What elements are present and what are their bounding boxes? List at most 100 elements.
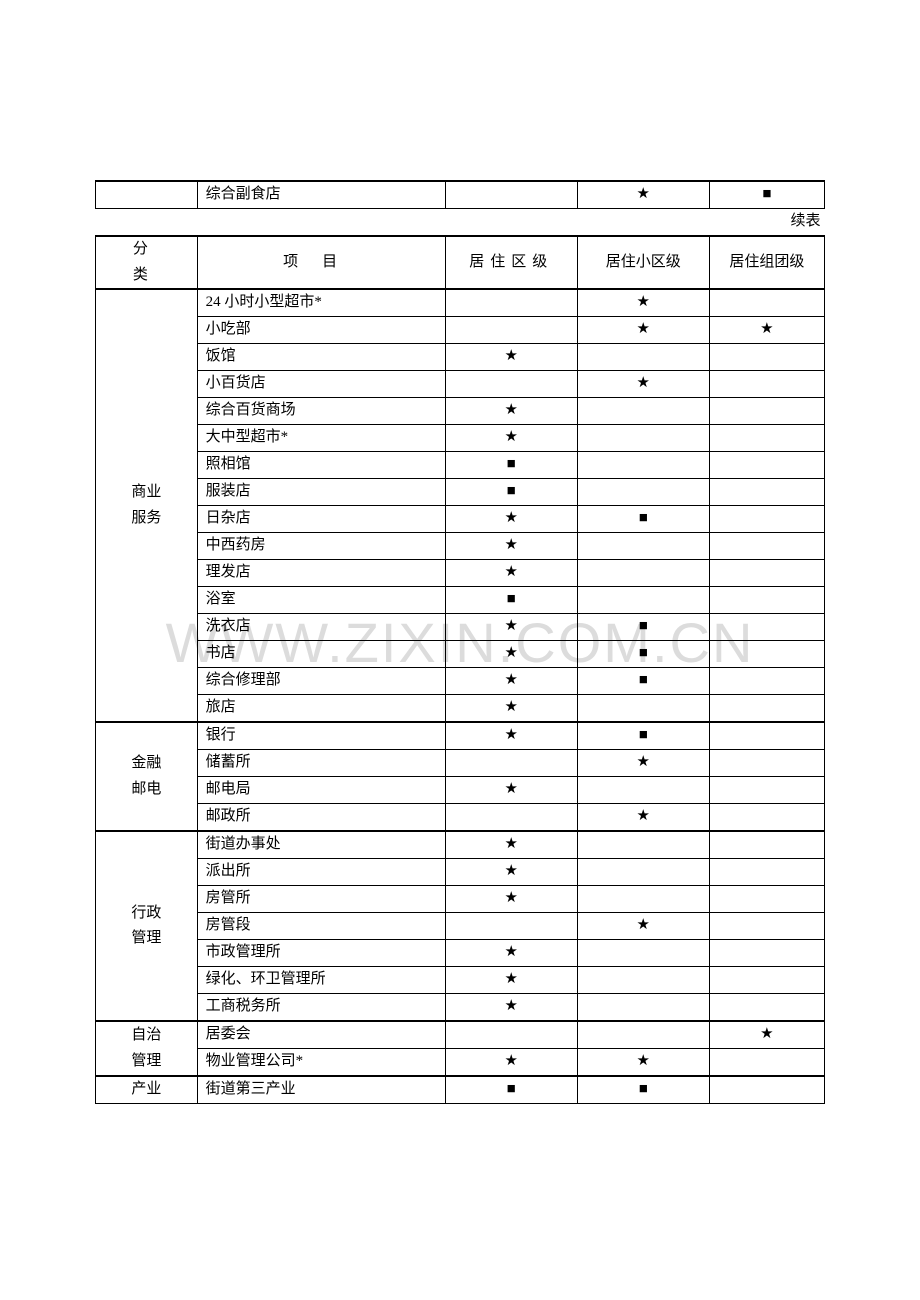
col-b-cell [577, 452, 709, 479]
table-row: 小百货店★ [96, 371, 825, 398]
col-c-cell [709, 425, 824, 452]
table-row: 服装店■ [96, 479, 825, 506]
item-cell: 服装店 [197, 479, 445, 506]
col-a-cell: ★ [445, 425, 577, 452]
col-b-cell: ★ [577, 317, 709, 344]
col-a-cell [445, 750, 577, 777]
table-row: 邮电局★ [96, 777, 825, 804]
col-c-cell [709, 533, 824, 560]
table-row: 饭馆★ [96, 344, 825, 371]
col-c-cell: ★ [709, 317, 824, 344]
item-cell: 物业管理公司* [197, 1049, 445, 1077]
header-col-a: 居住区级 [445, 236, 577, 289]
table-row: 金融邮电银行★■ [96, 722, 825, 750]
col-c-cell [709, 344, 824, 371]
item-cell: 饭馆 [197, 344, 445, 371]
table-row: 派出所★ [96, 859, 825, 886]
facility-table: 综合副食店★■续表分类项目居住区级居住小区级居住组团级商业服务24 小时小型超市… [95, 180, 825, 1104]
col-a-cell [445, 371, 577, 398]
category-cell: 金融邮电 [96, 722, 198, 831]
table-row: 照相馆■ [96, 452, 825, 479]
col-a-cell [445, 289, 577, 317]
table-row: 市政管理所★ [96, 940, 825, 967]
col-a-cell: ★ [445, 695, 577, 723]
col-a-cell: ★ [445, 614, 577, 641]
item-cell: 24 小时小型超市* [197, 289, 445, 317]
item-cell: 房管所 [197, 886, 445, 913]
col-c-cell [709, 695, 824, 723]
item-cell: 旅店 [197, 695, 445, 723]
table-row: 综合修理部★■ [96, 668, 825, 695]
col-a-cell: ★ [445, 994, 577, 1022]
col-a-cell: ★ [445, 777, 577, 804]
continuation-row: 续表 [96, 209, 825, 237]
col-a-cell: ★ [445, 641, 577, 668]
col-c-cell [709, 967, 824, 994]
item-cell: 洗衣店 [197, 614, 445, 641]
item-cell: 日杂店 [197, 506, 445, 533]
col-a-cell [445, 804, 577, 832]
col-b-cell [577, 940, 709, 967]
col-a-cell [445, 913, 577, 940]
table-row: 物业管理公司*★★ [96, 1049, 825, 1077]
table-row: 自治管理居委会★ [96, 1021, 825, 1049]
item-cell: 书店 [197, 641, 445, 668]
item-cell: 照相馆 [197, 452, 445, 479]
table-row: 商业服务24 小时小型超市*★ [96, 289, 825, 317]
col-c-cell [709, 560, 824, 587]
col-b-cell: ■ [577, 722, 709, 750]
category-cell [96, 181, 198, 209]
col-b-cell: ★ [577, 750, 709, 777]
col-c-cell [709, 371, 824, 398]
table-row: 房管段 ★ [96, 913, 825, 940]
col-a-cell: ■ [445, 452, 577, 479]
col-c-cell [709, 289, 824, 317]
col-b-cell [577, 533, 709, 560]
col-b-cell: ★ [577, 913, 709, 940]
col-a-cell: ★ [445, 506, 577, 533]
table-row: 综合副食店★■ [96, 181, 825, 209]
item-cell: 浴室 [197, 587, 445, 614]
item-cell: 房管段 [197, 913, 445, 940]
item-cell: 大中型超市* [197, 425, 445, 452]
col-a-cell: ★ [445, 344, 577, 371]
col-a-cell [445, 317, 577, 344]
col-c-cell [709, 940, 824, 967]
col-b-cell: ★ [577, 371, 709, 398]
col-b-cell: ★ [577, 1049, 709, 1077]
table-row: 绿化、环卫管理所★ [96, 967, 825, 994]
col-a-cell: ★ [445, 398, 577, 425]
col-c-cell [709, 994, 824, 1022]
item-cell: 居委会 [197, 1021, 445, 1049]
col-b-cell [577, 587, 709, 614]
col-b-cell [577, 479, 709, 506]
col-a-cell: ■ [445, 479, 577, 506]
table-row: 大中型超市*★ [96, 425, 825, 452]
header-category: 分类 [96, 236, 198, 289]
item-cell: 银行 [197, 722, 445, 750]
table-row: 浴室■ [96, 587, 825, 614]
col-a-cell: ★ [445, 940, 577, 967]
col-b-cell [577, 886, 709, 913]
col-b-cell [577, 859, 709, 886]
col-a-cell: ★ [445, 967, 577, 994]
header-item: 项目 [197, 236, 445, 289]
col-c-cell [709, 777, 824, 804]
col-b-cell [577, 344, 709, 371]
col-c-cell [709, 804, 824, 832]
item-cell: 储蓄所 [197, 750, 445, 777]
col-a-cell: ★ [445, 859, 577, 886]
col-b-cell: ■ [577, 614, 709, 641]
col-c-cell [709, 1076, 824, 1104]
table-row: 洗衣店★■ [96, 614, 825, 641]
item-cell: 邮政所 [197, 804, 445, 832]
table-row: 旅店★ [96, 695, 825, 723]
col-a-cell: ■ [445, 1076, 577, 1104]
col-b-cell [577, 967, 709, 994]
col-b-cell [577, 831, 709, 859]
header-col-c: 居住组团级 [709, 236, 824, 289]
col-c-cell [709, 859, 824, 886]
col-c-cell [709, 479, 824, 506]
category-cell: 产业 [96, 1076, 198, 1104]
col-c-cell [709, 913, 824, 940]
